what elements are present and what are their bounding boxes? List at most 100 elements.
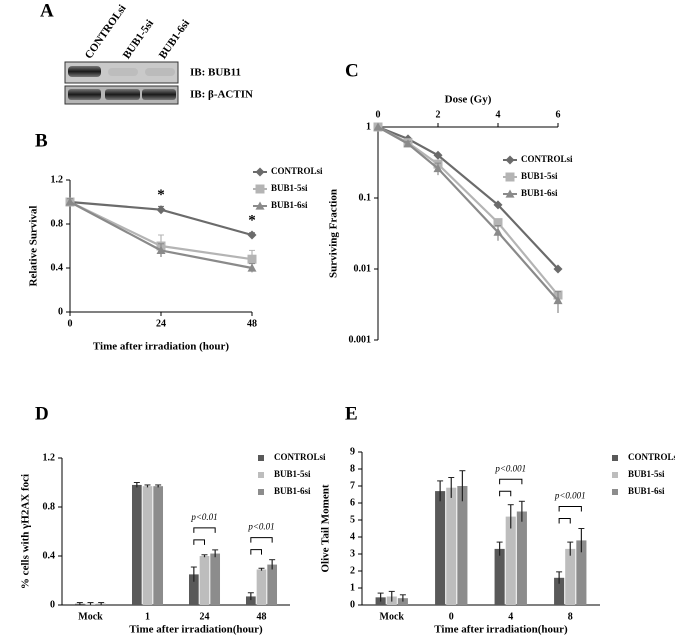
bar — [188, 574, 199, 605]
x-tick-label: 6 — [556, 109, 561, 120]
legend-marker — [255, 184, 265, 194]
marker — [433, 150, 443, 160]
y-tick-label: 9 — [350, 446, 355, 457]
legend-label: BUB1-6si — [521, 188, 558, 198]
x-tick-label: 48 — [257, 611, 267, 622]
x-tick-label: 0 — [68, 318, 73, 329]
legend-swatch — [612, 489, 618, 495]
x-tick-label: Mock — [380, 611, 405, 622]
annotation: * — [157, 187, 165, 203]
bar — [576, 540, 587, 605]
annotation: p<0.01 — [190, 512, 217, 522]
bar — [256, 569, 267, 605]
x-tick-label: 8 — [568, 611, 573, 622]
bracket — [558, 518, 571, 524]
bracket — [499, 490, 512, 497]
legend-swatch — [258, 472, 264, 478]
bar — [494, 548, 505, 605]
bracket — [250, 549, 262, 555]
y-tick-label: 7 — [350, 480, 355, 491]
bracket — [193, 527, 216, 533]
bar — [516, 511, 527, 605]
legend-swatch — [612, 455, 618, 461]
x-tick-label: 48 — [247, 318, 257, 329]
annotation: p<0.001 — [554, 491, 586, 501]
blot-band — [68, 89, 101, 100]
x-axis-label: Time after irradiation(hour) — [434, 624, 568, 636]
lane-label: BUB1-5si — [121, 18, 156, 61]
legend-label: BUB1-5si — [274, 469, 311, 479]
annotation: p<0.001 — [494, 463, 526, 473]
x-tick-label: 24 — [200, 611, 210, 622]
y-tick-label: 1.2 — [51, 174, 64, 185]
legend-marker — [255, 167, 265, 177]
legend-label: BUB1-5si — [521, 171, 558, 181]
marker — [247, 254, 257, 264]
blot-band — [145, 68, 175, 76]
y-tick-label: 1 — [350, 582, 355, 593]
blot-band — [142, 89, 176, 100]
blot-band — [108, 68, 138, 76]
bracket — [499, 478, 523, 485]
x-tick-label: 4 — [496, 109, 501, 120]
bar — [565, 548, 576, 605]
x-tick-label: 4 — [508, 611, 513, 622]
x-axis-label: Time after irradiation(hour) — [129, 624, 263, 636]
x-tick-label: 24 — [156, 318, 166, 329]
x-tick-label: 0 — [449, 611, 454, 622]
legend-marker — [505, 189, 515, 198]
row-label: IB: BUB11 — [190, 67, 241, 79]
y-tick-label: 0.8 — [51, 218, 64, 229]
legend-label: BUB1-6si — [628, 486, 665, 496]
annotation: * — [248, 212, 256, 228]
marker — [247, 230, 257, 240]
blot-band — [105, 89, 140, 100]
y-tick-label: 0.4 — [51, 262, 64, 273]
x-axis-label: Time after irradiation (hour) — [93, 341, 229, 353]
y-tick-label: 0.01 — [354, 263, 372, 274]
marker — [493, 227, 503, 236]
y-tick-label: 1.2 — [43, 452, 56, 463]
marker — [433, 164, 443, 173]
bar — [554, 577, 565, 605]
x-tick-label: Mock — [78, 611, 103, 622]
panel-label: C — [345, 60, 359, 81]
x-tick-label: 1 — [145, 611, 150, 622]
y-tick-label: 2 — [350, 565, 355, 576]
bar — [142, 486, 153, 605]
marker — [156, 205, 166, 215]
y-tick-label: 0.001 — [349, 334, 372, 345]
bar — [435, 491, 446, 605]
y-tick-label: 0.4 — [43, 550, 56, 561]
legend-label: BUB1-5si — [271, 183, 308, 193]
bar — [457, 486, 468, 605]
y-axis-label: Relative Survival — [28, 206, 40, 287]
y-tick-label: 6 — [350, 497, 355, 508]
y-tick-label: 0 — [58, 306, 63, 317]
bar — [131, 484, 142, 605]
legend-swatch — [258, 455, 264, 461]
x-axis-label: Dose (Gy) — [445, 94, 492, 106]
y-tick-label: 0 — [50, 599, 55, 610]
y-tick-label: 0 — [350, 599, 355, 610]
y-axis-label: % cells with γH2AX foci — [20, 474, 32, 589]
bar — [505, 516, 516, 605]
lane-label: BUB1-6si — [157, 18, 192, 61]
panel-label: D — [35, 403, 49, 424]
legend-label: CONTROLsi — [521, 154, 573, 164]
legend-marker — [255, 201, 265, 210]
panel-label: A — [40, 0, 54, 21]
legend-label: BUB1-6si — [274, 486, 311, 496]
y-tick-label: 1 — [366, 121, 371, 132]
blot — [64, 61, 179, 105]
x-tick-label: 0 — [376, 109, 381, 120]
row-label: IB: β-ACTIN — [190, 89, 253, 101]
x-tick-label: 2 — [436, 109, 441, 120]
bar — [446, 487, 457, 605]
blot-band — [68, 66, 101, 77]
y-tick-label: 3 — [350, 548, 355, 559]
legend-marker — [505, 155, 515, 165]
marker — [493, 218, 503, 228]
bracket — [250, 537, 273, 543]
